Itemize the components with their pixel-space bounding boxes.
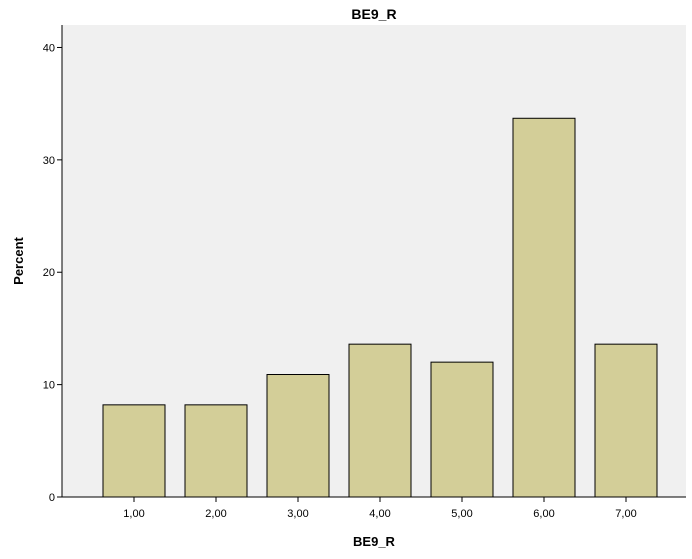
x-tick-label-4: 4,00 <box>369 508 390 520</box>
y-axis-label: Percent <box>11 236 26 284</box>
bar-6 <box>512 117 576 498</box>
y-tick-label-30: 30 <box>43 155 55 167</box>
x-tick-label-3: 3,00 <box>287 508 308 520</box>
y-tick-label-20: 20 <box>43 267 55 279</box>
chart-title: BE9_R <box>351 6 396 22</box>
x-tick-label-7: 7,00 <box>615 508 636 520</box>
bar-1 <box>102 404 166 498</box>
y-tick-label-40: 40 <box>43 42 55 54</box>
x-tick-label-6: 6,00 <box>533 508 554 520</box>
y-ticks-group: 0 10 20 30 40 <box>43 42 62 504</box>
bar-2 <box>184 404 248 498</box>
x-ticks-group: 1,00 2,00 3,00 4,00 5,00 6,00 7,00 <box>123 497 637 520</box>
x-tick-label-5: 5,00 <box>451 508 472 520</box>
bar-5 <box>430 361 494 498</box>
bar-7 <box>594 343 658 498</box>
bar-3 <box>266 374 330 498</box>
axes-group <box>61 25 686 498</box>
x-axis-label: BE9_R <box>353 534 396 549</box>
bar-4 <box>348 343 412 498</box>
y-tick-label-10: 10 <box>43 380 55 392</box>
x-tick-label-2: 2,00 <box>205 508 226 520</box>
y-tick-label-0: 0 <box>49 492 55 504</box>
bars-group <box>102 117 658 498</box>
x-tick-label-1: 1,00 <box>123 508 144 520</box>
